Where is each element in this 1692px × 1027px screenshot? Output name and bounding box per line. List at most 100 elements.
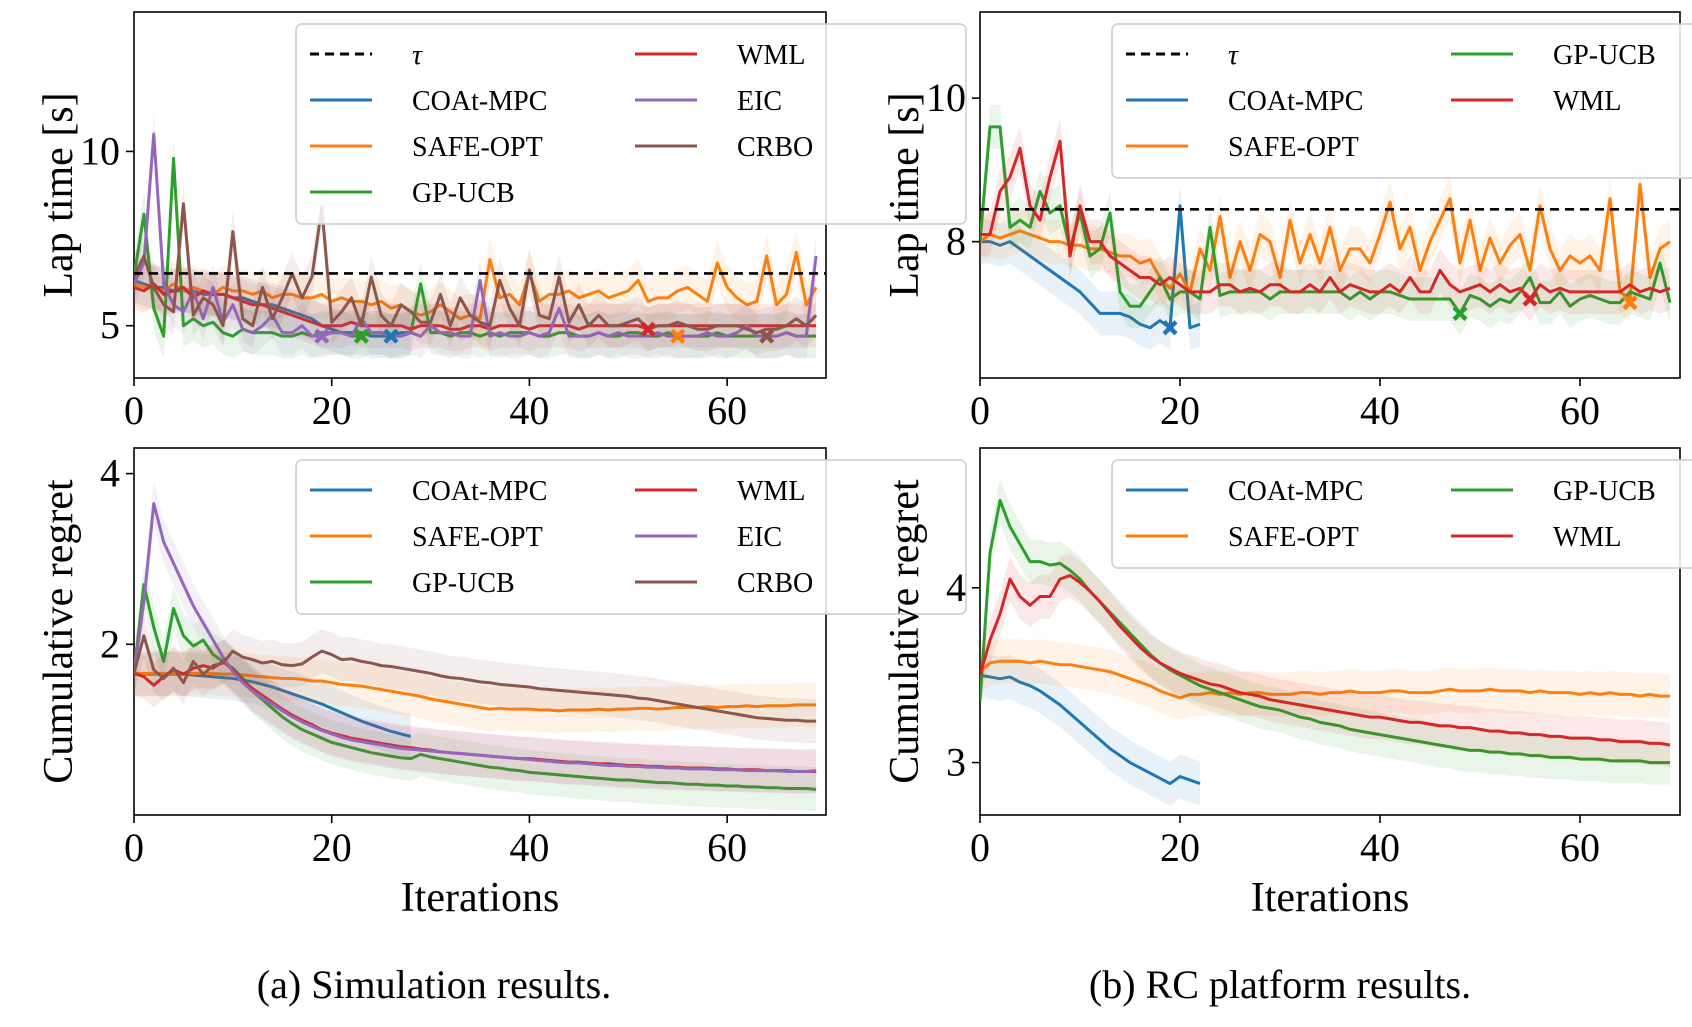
band-gp-ucb	[134, 562, 817, 812]
y-axis-label: Lap time [s]	[36, 92, 82, 297]
best-marker-eic	[314, 328, 330, 344]
legend-label: GP-UCB	[1553, 40, 1656, 71]
legend-label: COAt-MPC	[412, 476, 547, 507]
legend-label: COAt-MPC	[1228, 86, 1363, 117]
plot-marks	[134, 112, 826, 359]
legend-item-coat-mpc: COAt-MPC	[1126, 86, 1363, 117]
plot-marks	[980, 104, 1680, 350]
y-tick-label: 10	[926, 75, 966, 120]
legend-box	[295, 459, 967, 615]
x-tick-label: 60	[1560, 388, 1600, 433]
legend-label: COAt-MPC	[412, 86, 547, 117]
legend-item-gp-ucb: GP-UCB	[1451, 476, 1656, 507]
legend-label: EIC	[737, 522, 782, 553]
band-safe-opt	[134, 230, 817, 341]
x-tick-label: 0	[124, 388, 144, 433]
legend-label: WML	[737, 40, 805, 71]
legend-label: SAFE-OPT	[412, 132, 543, 163]
legend-item-gp-ucb: GP-UCB	[310, 568, 515, 599]
legend-item-gp-ucb: GP-UCB	[1451, 40, 1656, 71]
band-safe-opt	[134, 651, 817, 733]
legend-item-coat-mpc: COAt-MPC	[310, 476, 547, 507]
y-tick-label: 4	[100, 451, 120, 496]
series-line-eic	[134, 501, 817, 773]
caption-a: (a) Simulation results.	[257, 962, 611, 1007]
series-line-crbo	[134, 634, 817, 723]
legend-item-coat-mpc: COAt-MPC	[1126, 476, 1363, 507]
series-line-wml	[134, 282, 817, 331]
x-tick-label: 60	[707, 825, 747, 870]
legend-item-tau: τ	[1126, 40, 1239, 71]
best-marker-coat-mpc	[1162, 320, 1178, 336]
x-tick-label: 0	[124, 825, 144, 870]
legend-item-wml: WML	[635, 40, 805, 71]
legend-item-eic: EIC	[635, 86, 782, 117]
best-marker-safe-opt	[1622, 295, 1638, 311]
best-marker-wml	[640, 321, 656, 337]
series-line-crbo	[134, 202, 818, 335]
x-tick-label: 20	[312, 825, 352, 870]
x-tick-label: 0	[970, 388, 990, 433]
legend-label: COAt-MPC	[1228, 476, 1363, 507]
legend-item-coat-mpc: COAt-MPC	[310, 86, 547, 117]
band-wml	[980, 119, 1670, 322]
x-tick-label: 60	[1560, 825, 1600, 870]
series-line-gp-ucb	[980, 125, 1672, 315]
legend-label: WML	[737, 476, 805, 507]
best-marker-wml	[1522, 291, 1538, 307]
legend-item-safe-opt: SAFE-OPT	[1126, 522, 1359, 553]
legend-item-safe-opt: SAFE-OPT	[1126, 132, 1359, 163]
y-tick-label: 10	[80, 128, 120, 173]
plot-marks	[980, 478, 1671, 806]
legend-label: SAFE-OPT	[1228, 522, 1359, 553]
series-line-wml	[980, 574, 1671, 747]
series-line-wml	[980, 139, 1671, 301]
best-marker-crbo	[759, 328, 775, 344]
legend-item-wml: WML	[635, 476, 805, 507]
legend-item-crbo: CRBO	[635, 132, 813, 163]
legend-item-wml: WML	[1451, 86, 1621, 117]
series-line-safe-opt	[980, 182, 1671, 301]
legend-label: GP-UCB	[412, 568, 515, 599]
legend-item-tau: τ	[310, 40, 423, 71]
legend-item-eic: EIC	[635, 522, 782, 553]
caption-b: (b) RC platform results.	[1089, 962, 1471, 1007]
legend-label: SAFE-OPT	[412, 522, 543, 553]
legend-item-safe-opt: SAFE-OPT	[310, 522, 543, 553]
legend-item-crbo: CRBO	[635, 568, 813, 599]
y-tick-label: 2	[100, 621, 120, 666]
legend-label: GP-UCB	[412, 178, 515, 209]
x-tick-label: 60	[707, 388, 747, 433]
legend: COAt-MPC SAFE-OPT GP-UCB WML EIC CRBO	[295, 459, 967, 615]
x-tick-label: 40	[509, 825, 549, 870]
y-axis-label: Lap time [s]	[882, 92, 928, 297]
legend-box	[1111, 459, 1692, 569]
legend: τ COAt-MPC SAFE-OPT GP-UCB WML EIC CRBO	[295, 23, 967, 225]
y-tick-label: 8	[946, 219, 966, 264]
legend: τ COAt-MPC SAFE-OPT GP-UCB WML	[1111, 23, 1692, 179]
legend-item-gp-ucb: GP-UCB	[310, 178, 515, 209]
band-crbo	[134, 613, 817, 744]
x-tick-label: 20	[1160, 388, 1200, 433]
best-marker-gp-ucb	[353, 328, 369, 344]
x-axis-label: Iterations	[401, 875, 560, 921]
legend-label: τ	[1228, 40, 1239, 71]
legend-item-safe-opt: SAFE-OPT	[310, 132, 543, 163]
x-tick-label: 40	[1360, 388, 1400, 433]
series-line-safe-opt	[980, 659, 1670, 700]
band-wml	[980, 553, 1670, 768]
legend-label: EIC	[737, 86, 782, 117]
legend-item-wml: WML	[1451, 522, 1621, 553]
band-crbo	[134, 181, 817, 355]
legend-label: CRBO	[737, 132, 813, 163]
best-marker-coat-mpc	[383, 328, 399, 344]
legend: COAt-MPC SAFE-OPT GP-UCB WML	[1111, 459, 1692, 569]
legend-label: CRBO	[737, 568, 813, 599]
chart-rc-cumulative-regret: 0 20 40 60 3 4 Cumulative regret Iterations COAt…	[882, 447, 1692, 921]
best-marker-safe-opt	[670, 328, 686, 344]
y-tick-label: 3	[946, 740, 966, 785]
plot-marks	[134, 481, 817, 812]
legend-label: WML	[1553, 86, 1621, 117]
